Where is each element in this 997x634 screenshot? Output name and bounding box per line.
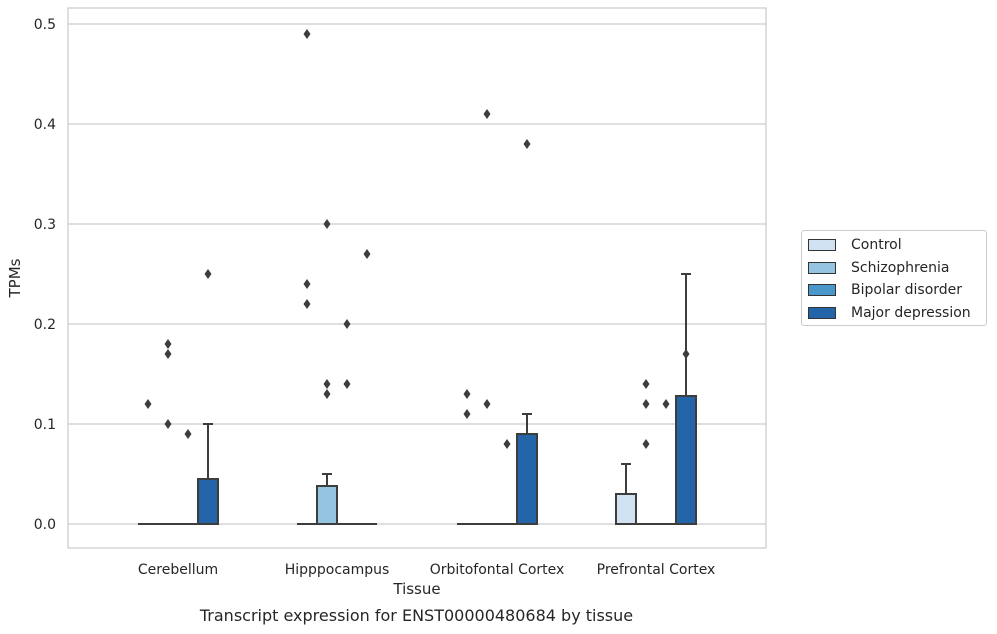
outlier-point — [323, 389, 331, 399]
series-control — [138, 29, 637, 525]
legend-label: Schizophrenia — [851, 259, 950, 276]
outlier-point — [184, 429, 192, 439]
x-tick-label: Orbitofontal Cortex — [430, 562, 565, 578]
outlier-point — [523, 139, 531, 149]
series-bipolar-disorder — [178, 319, 676, 525]
outlier-point — [642, 439, 650, 449]
legend-label: Control — [851, 237, 902, 253]
outlier-point — [483, 109, 491, 119]
legend-label: Major depression — [851, 304, 971, 321]
outlier-point — [483, 399, 491, 409]
box — [316, 485, 338, 525]
legend-item: Control — [808, 235, 902, 255]
box — [675, 395, 697, 525]
outlier-point — [164, 349, 172, 359]
y-tick-label: 0.4 — [34, 117, 56, 133]
box-plot-series — [138, 29, 697, 525]
outlier-point — [363, 249, 371, 259]
legend-item: Schizophrenia — [808, 258, 949, 278]
y-tick-label: 0.1 — [34, 417, 56, 433]
series-major-depression — [197, 139, 697, 525]
legend-item: Bipolar disorder — [808, 280, 962, 300]
outlier-point — [164, 339, 172, 349]
x-tick-label: Hipppocampus — [285, 562, 390, 578]
box — [197, 478, 219, 525]
outlier-point — [303, 279, 311, 289]
outlier-point — [463, 409, 471, 419]
outlier-point — [204, 269, 212, 279]
outlier-point — [164, 419, 172, 429]
outlier-point — [144, 399, 152, 409]
legend-swatch — [808, 306, 836, 319]
outlier-point — [323, 379, 331, 389]
y-gridlines — [68, 23, 766, 525]
figure-caption: Transcript expression for ENST0000048068… — [199, 606, 634, 625]
y-tick-labels: 0.0 0.1 0.2 0.3 0.4 0.5 — [34, 17, 56, 533]
y-tick-label: 0.2 — [34, 317, 56, 333]
outlier-point — [642, 379, 650, 389]
outlier-point — [303, 299, 311, 309]
y-tick-label: 0.0 — [34, 517, 56, 533]
box — [615, 493, 637, 525]
legend-swatch — [808, 284, 836, 296]
outlier-point — [503, 439, 511, 449]
outlier-point — [303, 29, 311, 39]
legend: Control Schizophrenia Bipolar disorder Majo… — [801, 230, 987, 326]
x-axis-label: Tissue — [392, 580, 440, 598]
outlier-point — [642, 399, 650, 409]
outlier-point — [682, 349, 690, 359]
outlier-point — [323, 219, 331, 229]
x-tick-label: Cerebellum — [138, 562, 218, 578]
x-tick-label: Prefrontal Cortex — [597, 562, 716, 578]
outlier-point — [343, 379, 351, 389]
x-tick-labels: Cerebellum Hipppocampus Orbitofontal Corte… — [138, 562, 715, 578]
series-schizophrenia — [158, 109, 656, 525]
legend-swatch — [808, 261, 836, 274]
outlier-point — [343, 319, 351, 329]
legend-item: Major depression — [808, 303, 971, 323]
box — [516, 433, 538, 525]
y-axis-label: TPMs — [6, 258, 24, 298]
y-tick-label: 0.5 — [34, 17, 56, 33]
legend-swatch — [808, 239, 836, 251]
legend-label: Bipolar disorder — [851, 282, 963, 298]
outlier-point — [662, 399, 670, 409]
plot-frame — [67, 7, 767, 549]
outlier-point — [463, 389, 471, 399]
y-tick-label: 0.3 — [34, 217, 56, 233]
